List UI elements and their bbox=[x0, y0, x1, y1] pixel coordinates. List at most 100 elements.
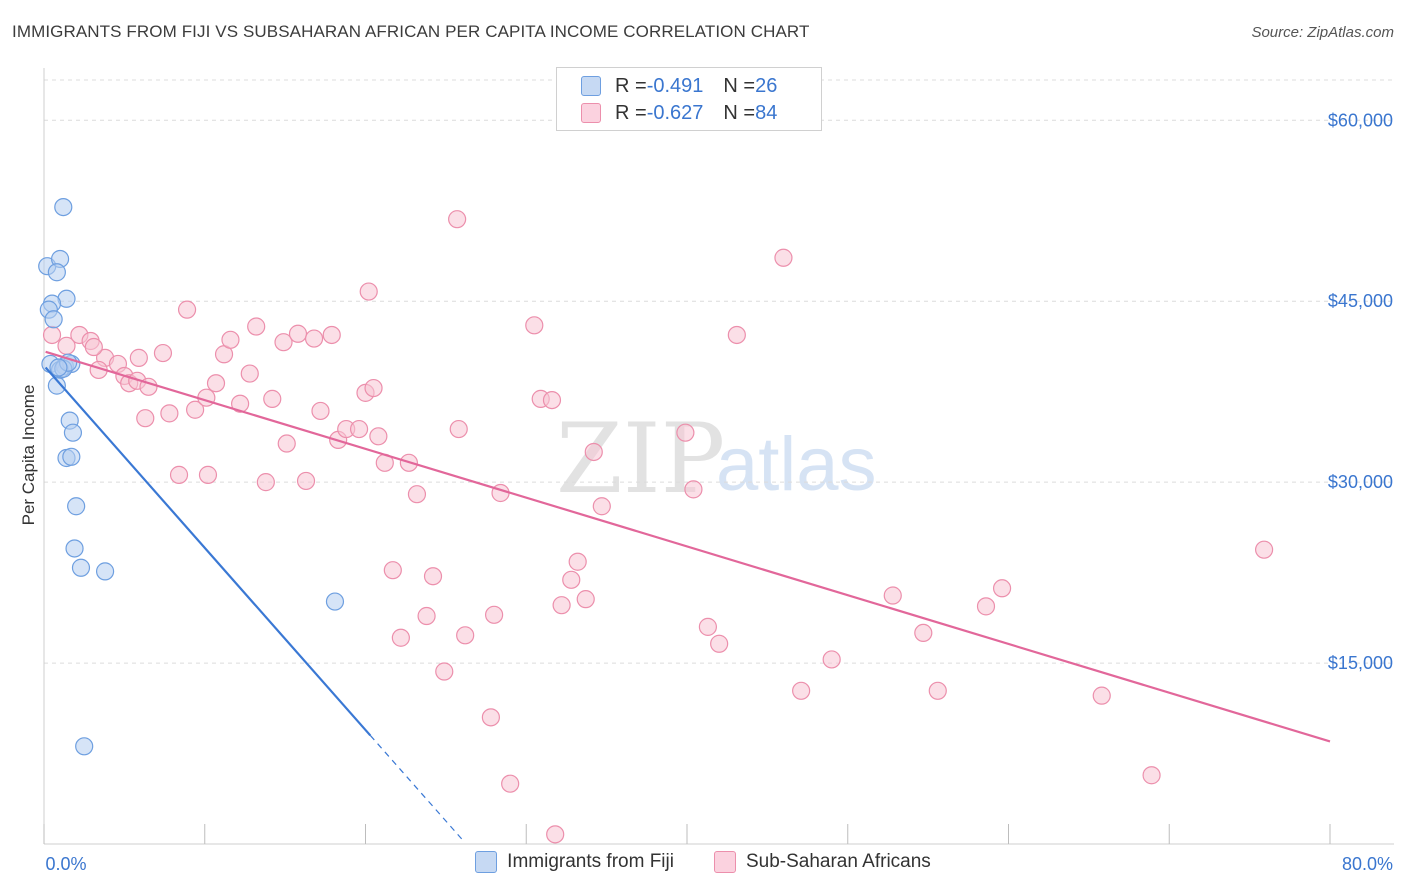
ssa-point bbox=[349, 419, 369, 439]
ssa-point bbox=[42, 325, 62, 345]
ssa-point bbox=[792, 681, 811, 700]
y-tick-label: $30,000 bbox=[1328, 472, 1393, 492]
x-tick-label: 0.0% bbox=[45, 854, 86, 874]
ssa-point bbox=[296, 471, 316, 491]
fiji-point bbox=[54, 198, 73, 217]
fiji-point bbox=[44, 310, 63, 329]
ssa-point bbox=[153, 343, 173, 363]
ssa-point bbox=[1142, 766, 1161, 785]
ssa-point bbox=[304, 329, 324, 348]
ssa-point bbox=[160, 404, 179, 423]
legend-item-fiji: Immigrants from Fiji bbox=[475, 851, 674, 873]
ssa-point bbox=[221, 330, 240, 349]
ssa-point bbox=[684, 480, 703, 499]
ssa-point bbox=[698, 617, 717, 636]
watermark-zip: ZIP bbox=[556, 403, 725, 515]
ssa-point bbox=[1254, 540, 1274, 559]
ssa-point bbox=[247, 317, 266, 336]
fiji-n-label: N = bbox=[723, 74, 756, 97]
ssa-point bbox=[274, 333, 293, 352]
ssa-point bbox=[542, 391, 562, 410]
ssa-point bbox=[501, 774, 520, 793]
x-tick-label: 80.0% bbox=[1342, 854, 1393, 874]
ssa-point bbox=[883, 586, 902, 605]
ssa-point bbox=[198, 465, 218, 484]
ssa-point bbox=[584, 442, 603, 462]
fiji-trend-line bbox=[44, 366, 372, 737]
fiji-point bbox=[71, 558, 91, 577]
chart-title: IMMIGRANTS FROM FIJI VS SUBSAHARAN AFRIC… bbox=[12, 22, 810, 41]
legend-item-ssa: Sub-Saharan Africans bbox=[713, 851, 931, 873]
fiji-point bbox=[47, 376, 66, 395]
ssa-point bbox=[84, 337, 103, 357]
ssa-point bbox=[177, 300, 197, 319]
ssa-point bbox=[435, 662, 454, 681]
y-axis-label: Per Capita Income bbox=[19, 384, 38, 526]
fiji-point bbox=[63, 423, 83, 442]
y-tick-label: $60,000 bbox=[1328, 110, 1393, 130]
fiji-trend-extension bbox=[369, 735, 463, 840]
ssa-point bbox=[383, 561, 402, 580]
fiji-r-label: R = bbox=[615, 74, 647, 97]
ssa-point bbox=[1092, 686, 1111, 705]
ssa-point bbox=[576, 590, 595, 609]
ssa-point bbox=[364, 378, 383, 398]
ssa-point bbox=[423, 567, 443, 586]
ssa-n-value: 84 bbox=[755, 101, 778, 124]
fiji-point bbox=[75, 737, 94, 756]
chart-source: Source: ZipAtlas.com bbox=[1251, 24, 1394, 41]
fiji-point bbox=[95, 562, 115, 581]
ssa-point bbox=[136, 409, 155, 428]
ssa-point bbox=[928, 681, 947, 700]
legend-row-fiji: R = -0.491 N = 26 bbox=[581, 74, 777, 98]
ssa-point bbox=[263, 389, 282, 408]
y-tick-label: $15,000 bbox=[1328, 653, 1393, 673]
series-legend: Immigrants from Fiji Sub-Saharan African… bbox=[0, 851, 1406, 873]
watermark-atlas: atlas bbox=[716, 422, 877, 507]
ssa-point bbox=[914, 623, 933, 643]
ssa-point bbox=[822, 650, 841, 669]
fiji-point bbox=[65, 539, 84, 558]
ssa-point bbox=[359, 282, 378, 301]
legend-ssa-swatch bbox=[713, 851, 736, 873]
ssa-point bbox=[240, 364, 259, 383]
ssa-point bbox=[206, 374, 226, 393]
ssa-point bbox=[676, 423, 695, 442]
ssa-point bbox=[277, 434, 296, 453]
fiji-swatch bbox=[581, 76, 601, 96]
ssa-swatch bbox=[581, 103, 601, 123]
fiji-point bbox=[325, 592, 345, 611]
ssa-point bbox=[727, 325, 746, 345]
ssa-n-label: N = bbox=[723, 101, 756, 124]
ssa-point bbox=[231, 394, 250, 413]
ssa-r-label: R = bbox=[615, 101, 647, 124]
ssa-point bbox=[546, 825, 565, 844]
legend-row-ssa: R = -0.627 N = 84 bbox=[581, 101, 777, 125]
ssa-point bbox=[407, 485, 427, 504]
fiji-point bbox=[47, 263, 66, 282]
fiji-r-value: -0.491 bbox=[646, 74, 704, 97]
ssa-point bbox=[568, 552, 587, 571]
ssa-trend-line bbox=[45, 350, 1331, 743]
ssa-point bbox=[169, 465, 189, 484]
legend-fiji-swatch bbox=[475, 851, 498, 873]
ssa-point bbox=[525, 316, 544, 335]
ssa-point bbox=[992, 579, 1012, 598]
correlation-legend: R = -0.491 N = 26 R = -0.627 N = 84 bbox=[556, 67, 822, 131]
fiji-point bbox=[62, 447, 81, 466]
fiji-point bbox=[67, 497, 86, 516]
legend-fiji-label: Immigrants from Fiji bbox=[507, 851, 674, 872]
fiji-n-value: 26 bbox=[755, 74, 778, 97]
ssa-point bbox=[485, 605, 504, 624]
ssa-point bbox=[592, 497, 611, 516]
ssa-point bbox=[391, 628, 410, 647]
ssa-r-value: -0.627 bbox=[646, 101, 704, 124]
ssa-point bbox=[256, 473, 275, 492]
ssa-point bbox=[311, 401, 330, 421]
ssa-point bbox=[774, 248, 793, 267]
ssa-point bbox=[129, 348, 148, 367]
y-tick-label: $45,000 bbox=[1328, 291, 1393, 311]
fiji-point bbox=[49, 358, 68, 377]
ssa-point bbox=[322, 325, 341, 345]
